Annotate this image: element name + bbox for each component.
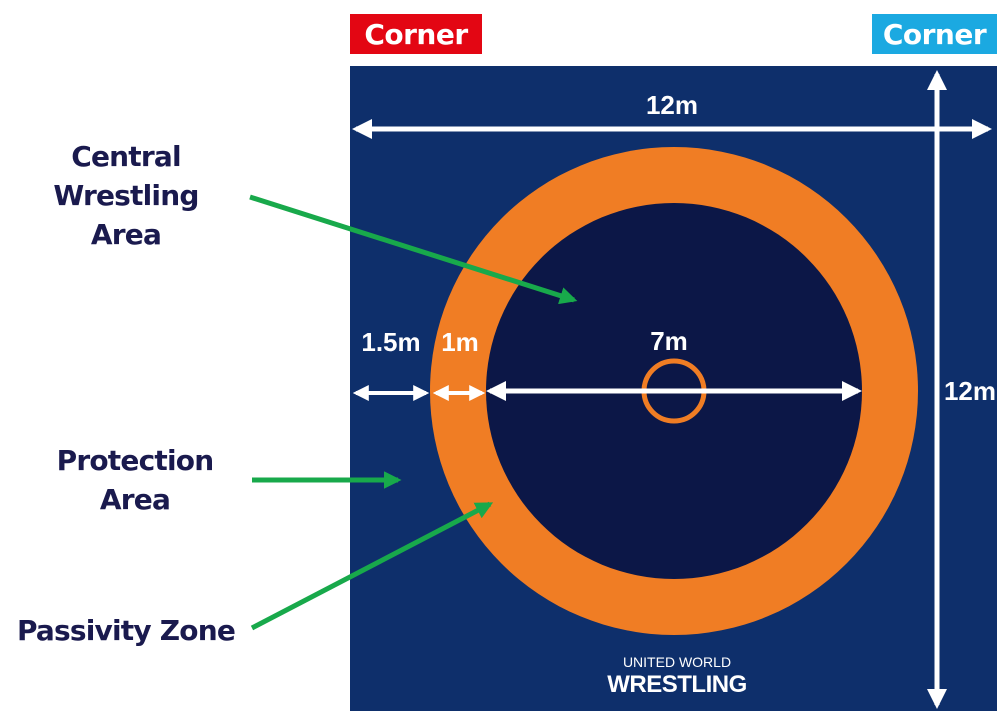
central-wrestling-area-label-line-1: Central Wrestling <box>53 140 199 212</box>
central-area-pointer-arrow <box>249 194 578 305</box>
passivity-zone-label: Passivity Zone <box>10 611 242 650</box>
blue-corner-badge: Corner <box>872 14 997 54</box>
central-wrestling-area-label: Central Wrestling Area <box>0 137 252 254</box>
passivity-zone-label-text: Passivity Zone <box>16 614 236 647</box>
passivity-width-label: 1m <box>441 327 479 357</box>
central-diameter-label: 7m <box>650 326 688 356</box>
red-corner-label: Corner <box>364 17 468 51</box>
central-wrestling-area-label-line-2: Area <box>90 218 162 251</box>
protection-area-label-line-2: Area <box>99 483 171 516</box>
red-corner-badge: Corner <box>350 14 482 54</box>
logo-line-2: WRESTLING <box>607 671 747 698</box>
protection-area-label: Protection Area <box>35 441 235 519</box>
mat-height-label: 12m <box>944 376 996 406</box>
protection-area-label-line-1: Protection <box>56 444 215 477</box>
protection-width-label: 1.5m <box>361 327 420 357</box>
passivity-zone-pointer-arrow <box>250 501 494 631</box>
blue-corner-label: Corner <box>882 17 987 51</box>
mat-width-label: 12m <box>646 90 698 120</box>
logo-line-1: UNITED WORLD <box>623 654 731 670</box>
